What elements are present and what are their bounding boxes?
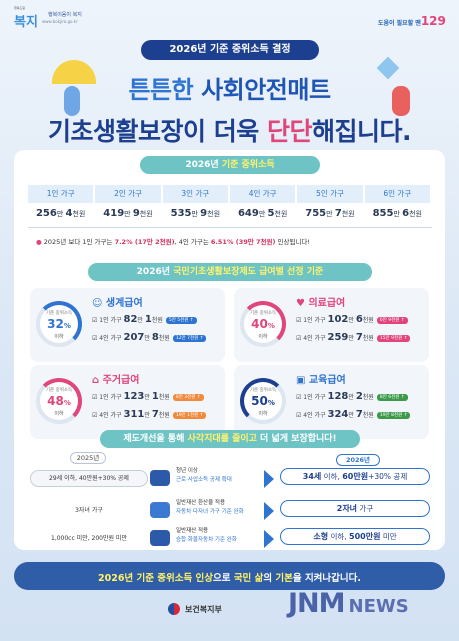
jnm-news-watermark: JNM NEWS <box>288 588 409 619</box>
benefit-title: ♥ 의료급여 <box>296 298 346 309</box>
family-icon <box>150 502 170 518</box>
car-icon <box>150 530 170 546</box>
logo-url: www.bokjiro.go.kr <box>42 19 78 24</box>
col-5: 5인 가구 <box>297 185 363 203</box>
headline2-c: 단단 <box>266 117 313 146</box>
income-table-values: 256만 4천원 419만 9천원 535만 9천원 649만 5천원 755만… <box>28 203 432 225</box>
benefit-box-livelihood: 기준 중위소득 32% 이하 ☺ 생계급여 ☑ 1인 가구 82만 1천원 5만 … <box>30 288 225 362</box>
benefit-box-education: 기준 중위소득 50% 이하 ▣ 교육급여 ☑ 1인 가구 128만 2천원 8만… <box>234 365 429 439</box>
income-section-year: 2026년 <box>185 160 222 170</box>
logo-mark: 복지 <box>14 15 38 30</box>
headline-line1: 튼튼한 사회안전매트 <box>0 70 459 105</box>
headline1-b: 사회안전매트 <box>201 76 331 104</box>
col-3: 3인 가구 <box>162 185 228 203</box>
change-title-2: 일반재산 환산율 적용 <box>176 500 226 506</box>
benefit-line-1: ☑ 1인 가구 123만 1천원 8만 3천원 ↑ <box>92 391 204 402</box>
bokjiro-logo: 행복드림 복지 행복이음이 복지 www.bokjiro.go.kr <box>14 6 104 34</box>
house-icon: ⌂ <box>92 375 103 386</box>
benefit-line-1: ☑ 1인 가구 82만 1천원 5만 5천원 ↑ <box>92 314 197 325</box>
income-table: 1인 가구 2인 가구 3인 가구 4인 가구 5인 가구 6인 가구 256만… <box>28 185 432 228</box>
old-criterion-3: 1,000cc 미만, 200만원 미만 <box>51 535 127 542</box>
new-criterion-2: 2자녀 가구 <box>280 500 430 517</box>
change-desc-3: 승합·화물자동차 기준 완화 <box>176 537 237 543</box>
benefit-line-1: ☑ 1인 가구 102만 6천원 6만 9천원 ↑ <box>296 314 408 325</box>
medical-icon: ♥ <box>296 298 309 309</box>
headline2-a: 기초생활보장 <box>48 117 184 146</box>
new-criterion-1: 34세 이하, 60만원+30% 공제 <box>280 468 430 485</box>
child-illustration <box>64 86 80 116</box>
arrow-icon <box>264 530 274 548</box>
col-2: 2인 가구 <box>95 185 161 203</box>
benefit-line-2: ☑ 4인 가구 207만 8천원 12만 7천원 ↑ <box>92 332 207 343</box>
benefit-title: ▣ 교육급여 <box>296 375 346 386</box>
benefit-line-2: ☑ 4인 가구 324만 7천원 19만 8천원 ↑ <box>296 409 411 420</box>
headline1-a: 튼튼한 <box>128 76 202 104</box>
benefit-title: ☺ 생계급여 <box>92 298 143 309</box>
benefit-box-housing: 기준 중위소득 48% 이하 ⌂ 주거급여 ☑ 1인 가구 123만 1천원 8만… <box>30 365 225 439</box>
helpline-logo: 도움이 필요할 땐129 <box>378 14 446 28</box>
person-icon: ☺ <box>92 298 106 309</box>
ratio-ring: 기준 중위소득 50% 이하 <box>240 378 286 424</box>
label-2026: 2026년 <box>336 454 380 466</box>
benefits-section-title: 2026년 국민기초생활보장제도 급여별 선정 기준 <box>88 263 372 281</box>
benefit-line-2: ☑ 4인 가구 259만 7천원 15만 9천원 ↑ <box>296 332 411 343</box>
table-divider <box>28 227 432 228</box>
value-3: 535만 9천원 <box>170 208 221 219</box>
logo-small-text: 행복드림 <box>14 6 26 10</box>
value-2: 419만 9천원 <box>103 208 153 219</box>
workers-icon <box>150 470 170 486</box>
logo-tagline: 행복이음이 복지 <box>48 12 82 18</box>
arrow-icon <box>264 470 274 488</box>
headline-line2: 기초생활보장이 더욱 단단해집니다. <box>0 112 459 148</box>
value-4: 649만 5천원 <box>237 208 288 219</box>
change-desc-2: 자동차 다자녀 가구 기준 완화 <box>176 509 244 515</box>
new-criterion-3: 소형 이하, 500만원 미만 <box>280 528 430 545</box>
slogan: 2026년 기준 중위소득 인상으로 국민 삶의 기본을 지켜나갑니다. <box>97 573 361 584</box>
value-1: 256만 4천원 <box>35 208 86 219</box>
old-criterion-2: 3자녀 가구 <box>75 507 103 514</box>
taegeuk-emblem-icon <box>168 603 180 615</box>
ratio-ring: 기준 중위소득 32% 이하 <box>36 301 82 347</box>
col-6: 6인 가구 <box>364 185 430 203</box>
col-4: 4인 가구 <box>229 185 296 203</box>
headline2-d: 해집니다. <box>311 117 412 146</box>
school-icon: ▣ <box>296 375 309 386</box>
ratio-ring: 기준 중위소득 48% 이하 <box>36 378 82 424</box>
income-section-title: 2026년 기준 중위소득 <box>140 156 320 174</box>
value-6: 855만 6천원 <box>372 208 422 219</box>
headline2-b: 이 더욱 <box>183 117 267 146</box>
change-desc-1: 근로·사업소득 공제 확대 <box>176 477 232 483</box>
title-pill: 2026년 기준 중위소득 결정 <box>141 40 319 60</box>
ministry-name: 보건복지부 <box>185 605 222 614</box>
arrow-icon <box>264 502 274 520</box>
income-note: ● 2025년 보다 1인 가구는 7.2% (17만 2천원), 4인 가구는… <box>36 238 311 246</box>
income-table-header: 1인 가구 2인 가구 3인 가구 4인 가구 5인 가구 6인 가구 <box>28 185 432 203</box>
value-5: 755만 7천원 <box>305 208 355 219</box>
helpline-text: 도움이 필요할 땐 <box>378 20 421 27</box>
change-title-1: 청년 이상 <box>176 468 198 474</box>
benefit-title: ⌂ 주거급여 <box>92 375 140 386</box>
label-2025: 2025년 <box>70 452 106 464</box>
child-illustration-right <box>392 86 410 116</box>
benefit-box-medical: 기준 중위소득 40% 이하 ♥ 의료급여 ☑ 1인 가구 102만 6천원 6만… <box>234 288 429 362</box>
bulb-icon: ● <box>36 238 42 246</box>
improvements-section-title: 제도개선을 통해 사각지대를 줄이고 더 넓게 보장합니다! <box>100 430 360 448</box>
benefit-line-1: ☑ 1인 가구 128만 2천원 8만 6천원 ↑ <box>296 391 408 402</box>
helpline-number: 129 <box>420 14 446 28</box>
benefit-line-2: ☑ 4인 가구 311만 7천원 19만 1천원 ↑ <box>92 409 207 420</box>
col-1: 1인 가구 <box>28 185 94 203</box>
old-criterion-1: 29세 이하, 40만원+30% 공제 <box>30 470 148 487</box>
income-section-rest: 기준 중위소득 <box>221 160 275 170</box>
slogan-band <box>14 562 445 590</box>
ratio-ring: 기준 중위소득 40% 이하 <box>240 301 286 347</box>
change-title-3: 일반재산 적용 <box>176 528 209 534</box>
